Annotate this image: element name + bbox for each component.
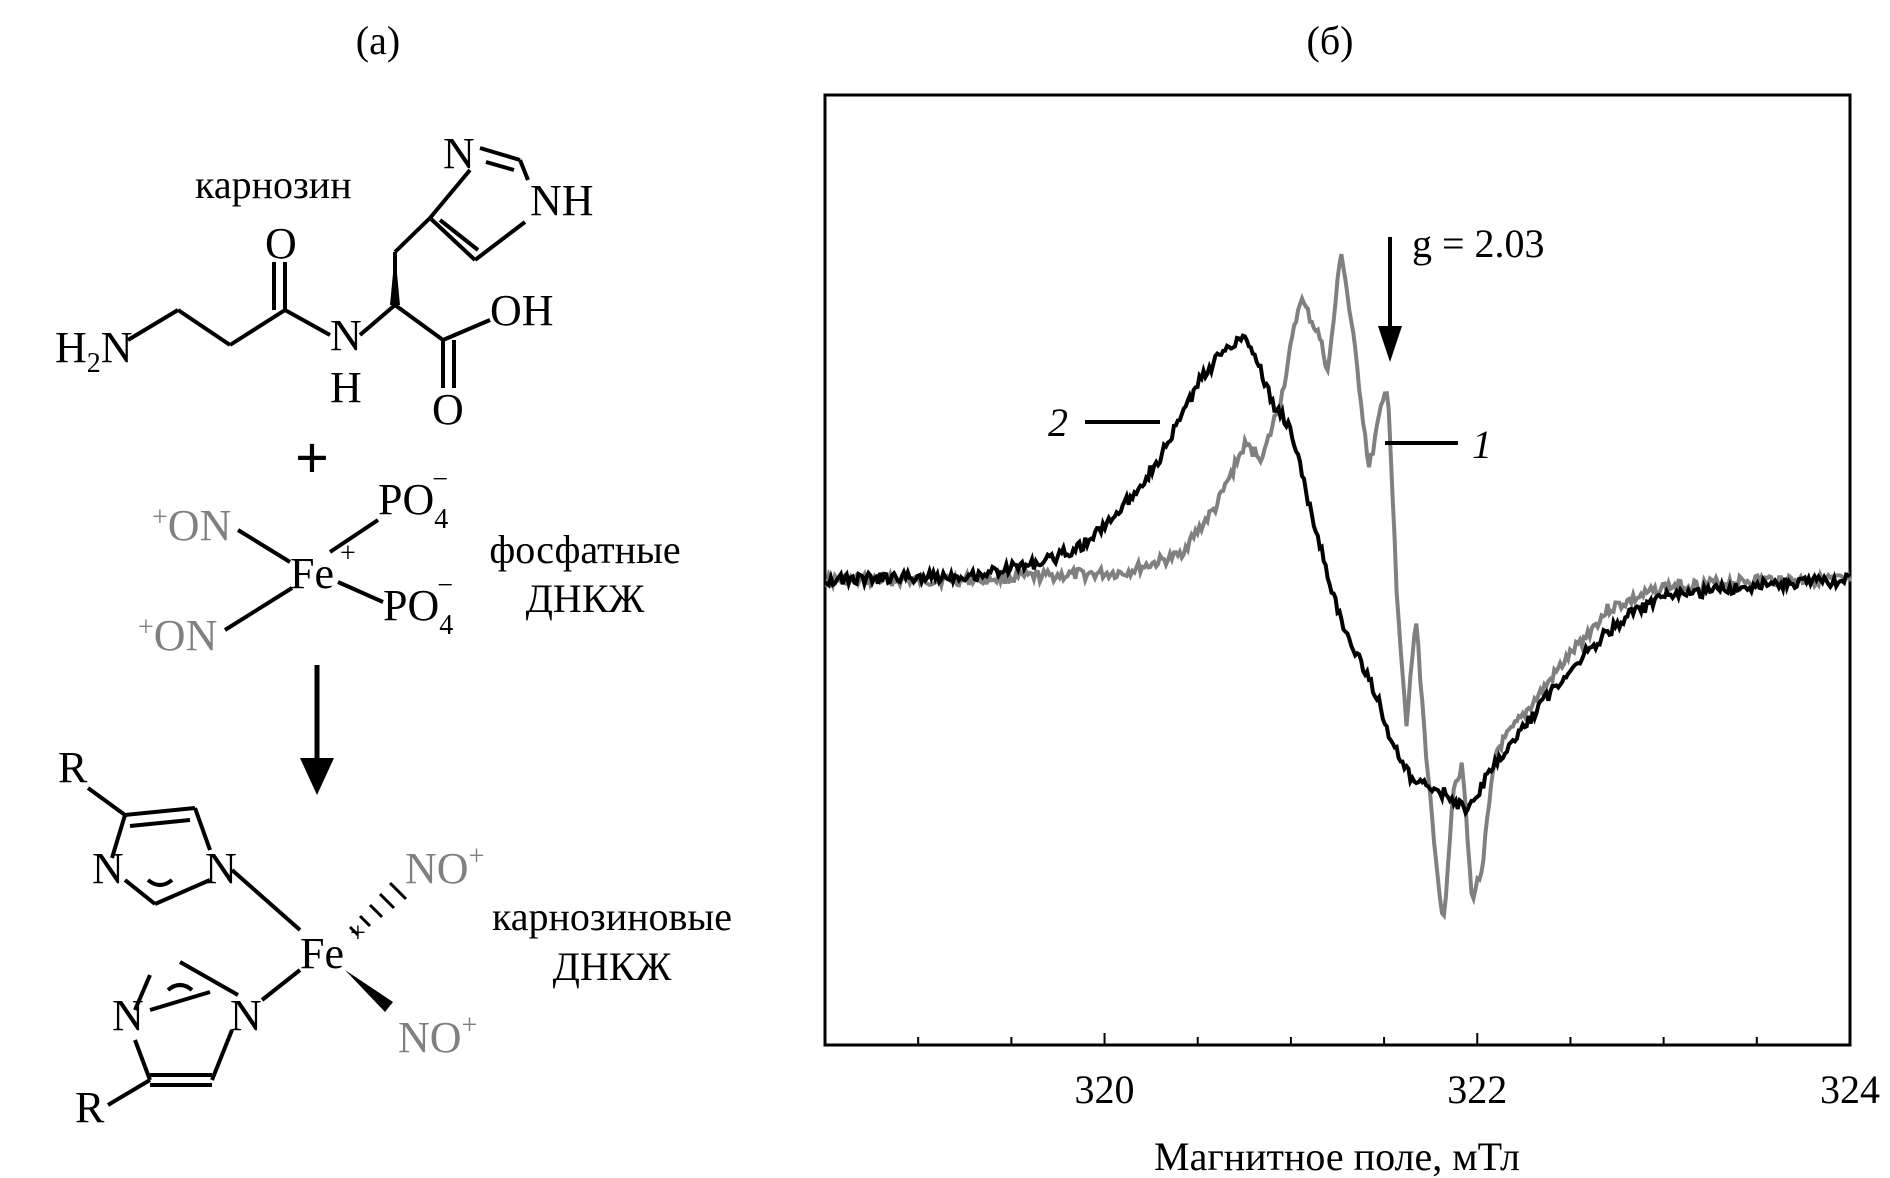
carnosine-amide-h: H <box>330 363 362 412</box>
phosphate-po4-top-text: PO <box>378 475 434 524</box>
dnic-no-bottom-charge: + <box>462 1010 478 1041</box>
phosphate-no-bottom-text: ON <box>154 611 218 660</box>
dnic-n-top-right: N <box>205 844 237 893</box>
x-axis-ticks <box>917 1033 1851 1045</box>
carnosine-acid-o: O <box>432 385 464 434</box>
x-tick-label: 320 <box>1075 1067 1135 1112</box>
phosphate-po4-top-charge: − <box>432 464 448 495</box>
dnic-no-bottom: NO+ <box>398 1010 477 1062</box>
phosphate-fe: Fe <box>290 549 334 598</box>
dnic-n-bottom-left: N <box>112 991 144 1040</box>
dnic-n-top-left: N <box>92 844 124 893</box>
phosphate-po4-top: PO4 − <box>378 464 448 535</box>
reaction-arrow <box>300 665 334 795</box>
phosphate-po4-bottom-text: PO <box>383 581 439 630</box>
dnic-no-top-text: NO <box>405 844 469 893</box>
dnic-fe-charge: + <box>350 918 366 949</box>
phosphate-no-bottom-charge: + <box>138 612 154 643</box>
stereo-wedge <box>390 252 400 305</box>
carnosine-amide-n: N <box>330 311 362 360</box>
dnic-r-bottom: R <box>75 1083 105 1132</box>
plus-sign: + <box>295 425 329 491</box>
phosphate-po4-bottom-sub: 4 <box>439 610 453 641</box>
carnosine-amine: H2N <box>55 323 133 379</box>
phosphate-dnic-structure <box>223 518 384 632</box>
dnic-hashed-bond <box>348 881 408 937</box>
dnic-no-top-charge: + <box>469 841 485 872</box>
dnic-r-top: R <box>58 743 88 792</box>
carnosine-amine-h: H <box>55 323 87 372</box>
carnosine-imidazole-nh: NH <box>530 176 594 225</box>
panel-b-label: (б) <box>1307 18 1354 63</box>
series-1-line <box>824 253 1852 921</box>
series-2-line <box>824 333 1851 818</box>
carnosine-dnic-structure <box>86 786 302 1107</box>
dnic-n-bottom-right: N <box>230 991 262 1040</box>
phosphate-no-top-charge: + <box>152 502 168 533</box>
plot-frame <box>823 93 1852 1047</box>
phosphate-no-top: +ON <box>152 501 231 550</box>
x-axis-tick-labels: 320 322 324 <box>1075 1067 1880 1112</box>
x-axis-label: Магнитное поле, мТл <box>1154 1134 1520 1178</box>
dnic-no-bottom-text: NO <box>398 1013 462 1062</box>
phosphate-no-top-text: ON <box>168 501 232 550</box>
g-factor-arrow <box>1378 237 1402 362</box>
carnosine-amine-n: N <box>101 323 133 372</box>
dnic-no-top: NO+ <box>405 841 484 893</box>
carnosine-structure <box>126 146 530 388</box>
x-tick-label: 324 <box>1820 1067 1880 1112</box>
dnic-fe: Fe <box>300 929 344 978</box>
phosphate-dnic-name-1: фосфатные <box>489 527 680 572</box>
curve-2-label: 2 <box>1048 400 1068 445</box>
carnosine-name: карнозин <box>195 162 352 207</box>
dnic-wedge-bond <box>345 970 393 1012</box>
carnosine-amine-sub: 2 <box>87 348 101 379</box>
curve-1-label: 1 <box>1472 422 1492 467</box>
phosphate-po4-bottom: PO4 − <box>383 570 453 641</box>
phosphate-no-bottom: +ON <box>138 611 217 660</box>
carnosine-oh: OH <box>490 286 554 335</box>
g-factor-label: g = 2.03 <box>1412 221 1545 266</box>
phosphate-po4-top-sub: 4 <box>434 504 448 535</box>
phosphate-fe-charge: + <box>340 538 356 569</box>
carnosine-carbonyl-o: O <box>265 219 297 268</box>
phosphate-dnic-name-2: ДНКЖ <box>526 576 645 621</box>
phosphate-po4-bottom-charge: − <box>437 570 453 601</box>
carnosine-dnic-name-1: карнозиновые <box>492 894 732 939</box>
epr-chart: 320 322 324 Магнитное поле, мТл g = 2.03 1… <box>823 93 1880 1178</box>
x-tick-label: 322 <box>1447 1067 1507 1112</box>
panel-a-label: (а) <box>356 18 400 63</box>
carnosine-imidazole-n: N <box>443 129 475 178</box>
carnosine-dnic-name-2: ДНКЖ <box>553 944 672 989</box>
